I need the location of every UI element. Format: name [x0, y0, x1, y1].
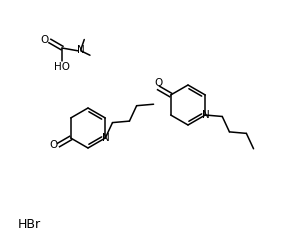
Text: O: O — [154, 78, 163, 88]
Text: N: N — [103, 133, 110, 143]
Text: N: N — [202, 110, 210, 120]
Text: O: O — [49, 140, 58, 150]
Text: O: O — [41, 35, 49, 45]
Text: HBr: HBr — [18, 219, 41, 232]
Text: N: N — [77, 45, 85, 55]
Text: HO: HO — [54, 62, 70, 72]
